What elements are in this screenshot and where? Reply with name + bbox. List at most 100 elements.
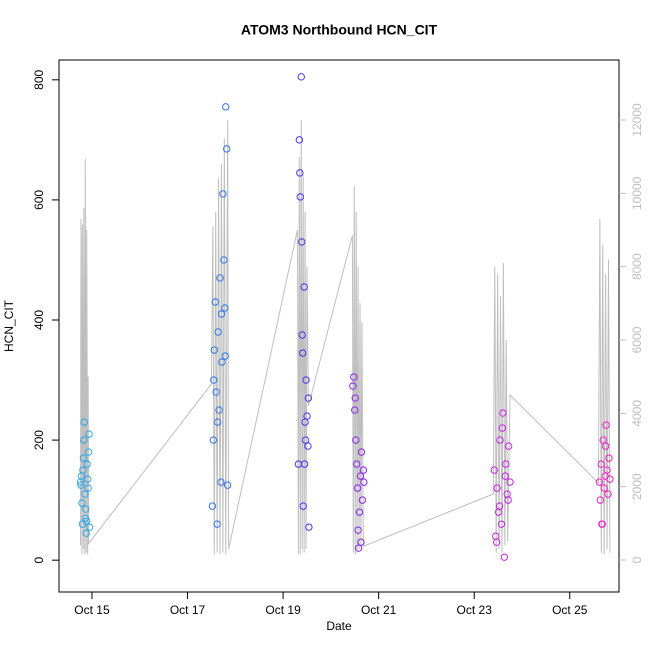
point <box>501 472 509 480</box>
point <box>303 412 311 420</box>
point <box>495 502 504 510</box>
point <box>300 460 309 468</box>
point <box>500 553 509 561</box>
point <box>504 496 512 504</box>
point <box>493 484 501 492</box>
point <box>298 331 306 339</box>
point <box>78 499 86 507</box>
point <box>598 520 606 528</box>
point <box>77 481 85 489</box>
point <box>604 490 612 498</box>
point <box>79 454 88 462</box>
y-tick-label: 400 <box>32 310 46 330</box>
point <box>360 478 368 486</box>
point <box>221 304 229 312</box>
point <box>218 358 226 366</box>
point <box>296 193 304 201</box>
point <box>597 460 606 468</box>
point <box>295 136 304 144</box>
point <box>221 352 229 360</box>
point <box>213 520 221 528</box>
point <box>215 406 223 414</box>
point <box>299 502 307 510</box>
point <box>212 388 220 396</box>
point <box>208 502 217 510</box>
point <box>298 238 306 246</box>
y2-tick-label: 10000 <box>630 176 644 210</box>
point <box>596 496 605 504</box>
y2-tick-label: 2000 <box>630 473 644 500</box>
point <box>223 481 232 489</box>
point <box>217 310 226 318</box>
point <box>223 145 231 153</box>
point <box>304 394 313 402</box>
point <box>605 454 613 462</box>
point <box>353 484 362 492</box>
y2-tick-label: 4000 <box>630 400 644 427</box>
point <box>210 376 218 384</box>
point <box>595 478 604 486</box>
point <box>80 436 88 444</box>
chart-title: ATOM3 Northbound HCN_CIT <box>241 22 438 38</box>
point <box>297 73 305 81</box>
x-tick-label: Oct 25 <box>552 603 588 617</box>
point <box>499 409 507 417</box>
point <box>222 103 230 111</box>
point <box>496 436 504 444</box>
point <box>217 478 225 486</box>
point <box>350 373 358 381</box>
y-tick-label: 200 <box>32 430 46 450</box>
point <box>302 376 310 384</box>
x-tick-label: Oct 15 <box>74 603 110 617</box>
point <box>84 484 92 492</box>
point <box>358 496 367 504</box>
plot-box <box>58 59 620 593</box>
point <box>82 505 90 513</box>
x-tick-label: Oct 21 <box>361 603 397 617</box>
y-tick-label: 600 <box>32 190 46 210</box>
point <box>300 283 308 291</box>
point <box>356 472 365 480</box>
point <box>85 523 94 531</box>
point <box>490 466 498 474</box>
point <box>301 436 310 444</box>
y-tick-label: 0 <box>32 557 46 564</box>
point <box>81 490 89 498</box>
point <box>296 169 304 177</box>
point <box>502 460 510 468</box>
point <box>83 460 91 468</box>
point <box>219 190 227 198</box>
point <box>359 466 368 474</box>
point <box>84 448 93 456</box>
point <box>602 421 610 429</box>
point <box>83 517 91 525</box>
x-tick-label: Oct 23 <box>457 603 493 617</box>
y2-tick-label: 0 <box>630 556 644 563</box>
point <box>492 538 501 546</box>
point <box>210 346 218 354</box>
y-axis-label: HCN_CIT <box>2 299 16 352</box>
point <box>497 520 506 528</box>
point <box>357 448 366 456</box>
point <box>606 475 614 483</box>
x-tick-label: Oct 19 <box>265 603 301 617</box>
point <box>504 442 513 450</box>
point <box>352 460 361 468</box>
point <box>83 475 92 483</box>
point <box>355 508 364 516</box>
point <box>351 394 359 402</box>
point <box>349 382 357 390</box>
x-tick-label: Oct 17 <box>170 603 206 617</box>
point <box>211 298 219 306</box>
y2-tick-label: 6000 <box>630 326 644 353</box>
point <box>351 406 359 414</box>
point <box>357 538 365 546</box>
point <box>354 526 362 534</box>
point <box>600 484 608 492</box>
point <box>209 436 218 444</box>
point <box>298 349 307 357</box>
y-tick-label: 800 <box>32 69 46 89</box>
x-axis-label: Date <box>326 619 352 633</box>
point <box>498 424 507 432</box>
